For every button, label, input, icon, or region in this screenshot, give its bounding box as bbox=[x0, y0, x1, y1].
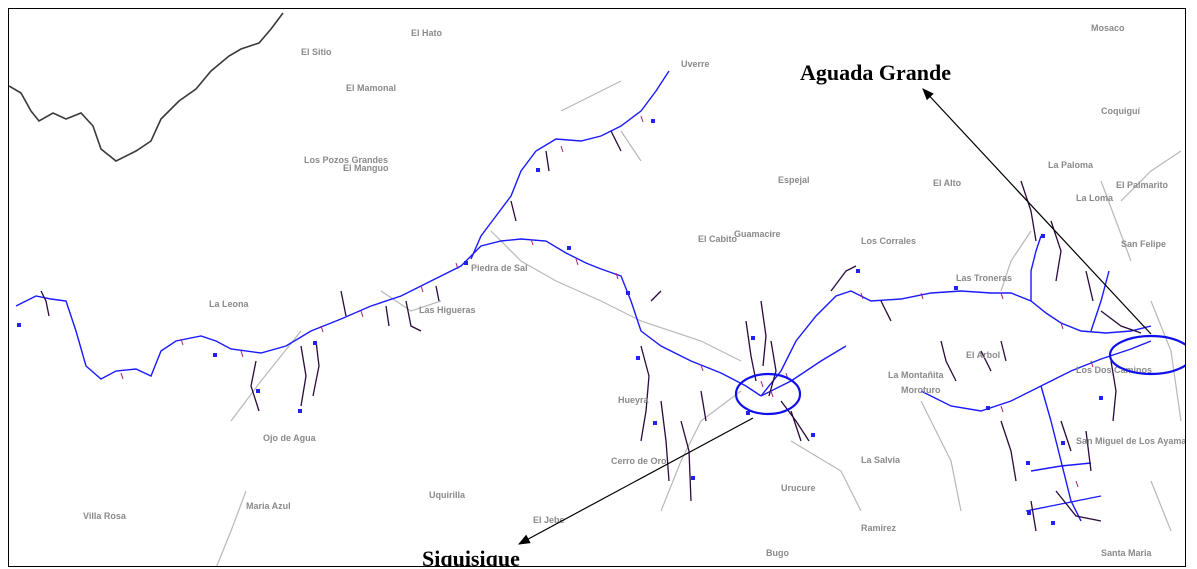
place-label: San Miguel de Los Ayamanes bbox=[1076, 436, 1186, 446]
place-label: El Palmarito bbox=[1116, 180, 1169, 190]
main-road-network bbox=[15, 70, 1152, 522]
aguada-grande-arrow bbox=[922, 88, 1152, 335]
place-label: El Arbol bbox=[966, 350, 1000, 360]
place-label: Urucure bbox=[781, 483, 816, 493]
place-label: Los Pozos Grandes bbox=[304, 155, 388, 165]
place-label: Maria Azul bbox=[246, 501, 291, 511]
place-labels: El Hato El Sitio El Mamonal Uverre Los P… bbox=[83, 23, 1186, 558]
place-label: Uverre bbox=[681, 59, 710, 69]
place-label: La Montañita bbox=[888, 370, 944, 380]
rural-roads bbox=[216, 80, 1182, 566]
state-border-line bbox=[9, 12, 284, 162]
place-label: Moroturo bbox=[901, 385, 941, 395]
siquisique-highlight-ellipse bbox=[734, 372, 802, 416]
place-label: Guamacire bbox=[734, 229, 781, 239]
place-label: Ramirez bbox=[861, 523, 897, 533]
place-label: Hueyra bbox=[618, 395, 650, 405]
place-label: Cerro de Oro bbox=[611, 456, 667, 466]
place-label: Uquirilla bbox=[429, 490, 466, 500]
settlement-tracks bbox=[40, 130, 1142, 532]
place-label: El Cabito bbox=[698, 234, 738, 244]
node-ticks bbox=[120, 115, 1094, 488]
place-label: Santa Maria bbox=[1101, 548, 1153, 558]
place-label: La Loma bbox=[1076, 193, 1114, 203]
place-label: Villa Rosa bbox=[83, 511, 127, 521]
map-frame: El Hato El Sitio El Mamonal Uverre Los P… bbox=[8, 8, 1186, 567]
place-label: El Sitio bbox=[301, 47, 332, 57]
place-label: Coquiguí bbox=[1101, 106, 1140, 116]
place-label: Piedra de Sal bbox=[471, 263, 528, 273]
place-label: El Jebe bbox=[533, 515, 565, 525]
place-label: El Manguo bbox=[343, 163, 389, 173]
place-label: Espejal bbox=[778, 175, 810, 185]
aguada-grande-highlight-ellipse bbox=[1108, 334, 1185, 376]
place-label: La Salvia bbox=[861, 455, 901, 465]
place-label: Mosaco bbox=[1091, 23, 1125, 33]
place-label: Las Troneras bbox=[956, 273, 1012, 283]
place-label: El Alto bbox=[933, 178, 962, 188]
place-label: Las Higueras bbox=[419, 305, 476, 315]
network-map: El Hato El Sitio El Mamonal Uverre Los P… bbox=[9, 12, 1186, 566]
aguada-grande-label: Aguada Grande bbox=[800, 60, 951, 85]
place-label: Bugo bbox=[766, 548, 789, 558]
siquisique-label: Siquisique bbox=[422, 546, 520, 567]
place-label: El Mamonal bbox=[346, 83, 396, 93]
place-label: San Felipe bbox=[1121, 239, 1166, 249]
place-label: La Leona bbox=[209, 299, 250, 309]
place-label: Los Corrales bbox=[861, 236, 916, 246]
facility-markers bbox=[17, 119, 1103, 525]
place-label: Los Dos Caminos bbox=[1076, 365, 1152, 375]
siquisique-arrow bbox=[517, 417, 754, 545]
place-label: La Paloma bbox=[1048, 160, 1094, 170]
place-label: Ojo de Agua bbox=[263, 433, 317, 443]
place-label: El Hato bbox=[411, 28, 443, 38]
